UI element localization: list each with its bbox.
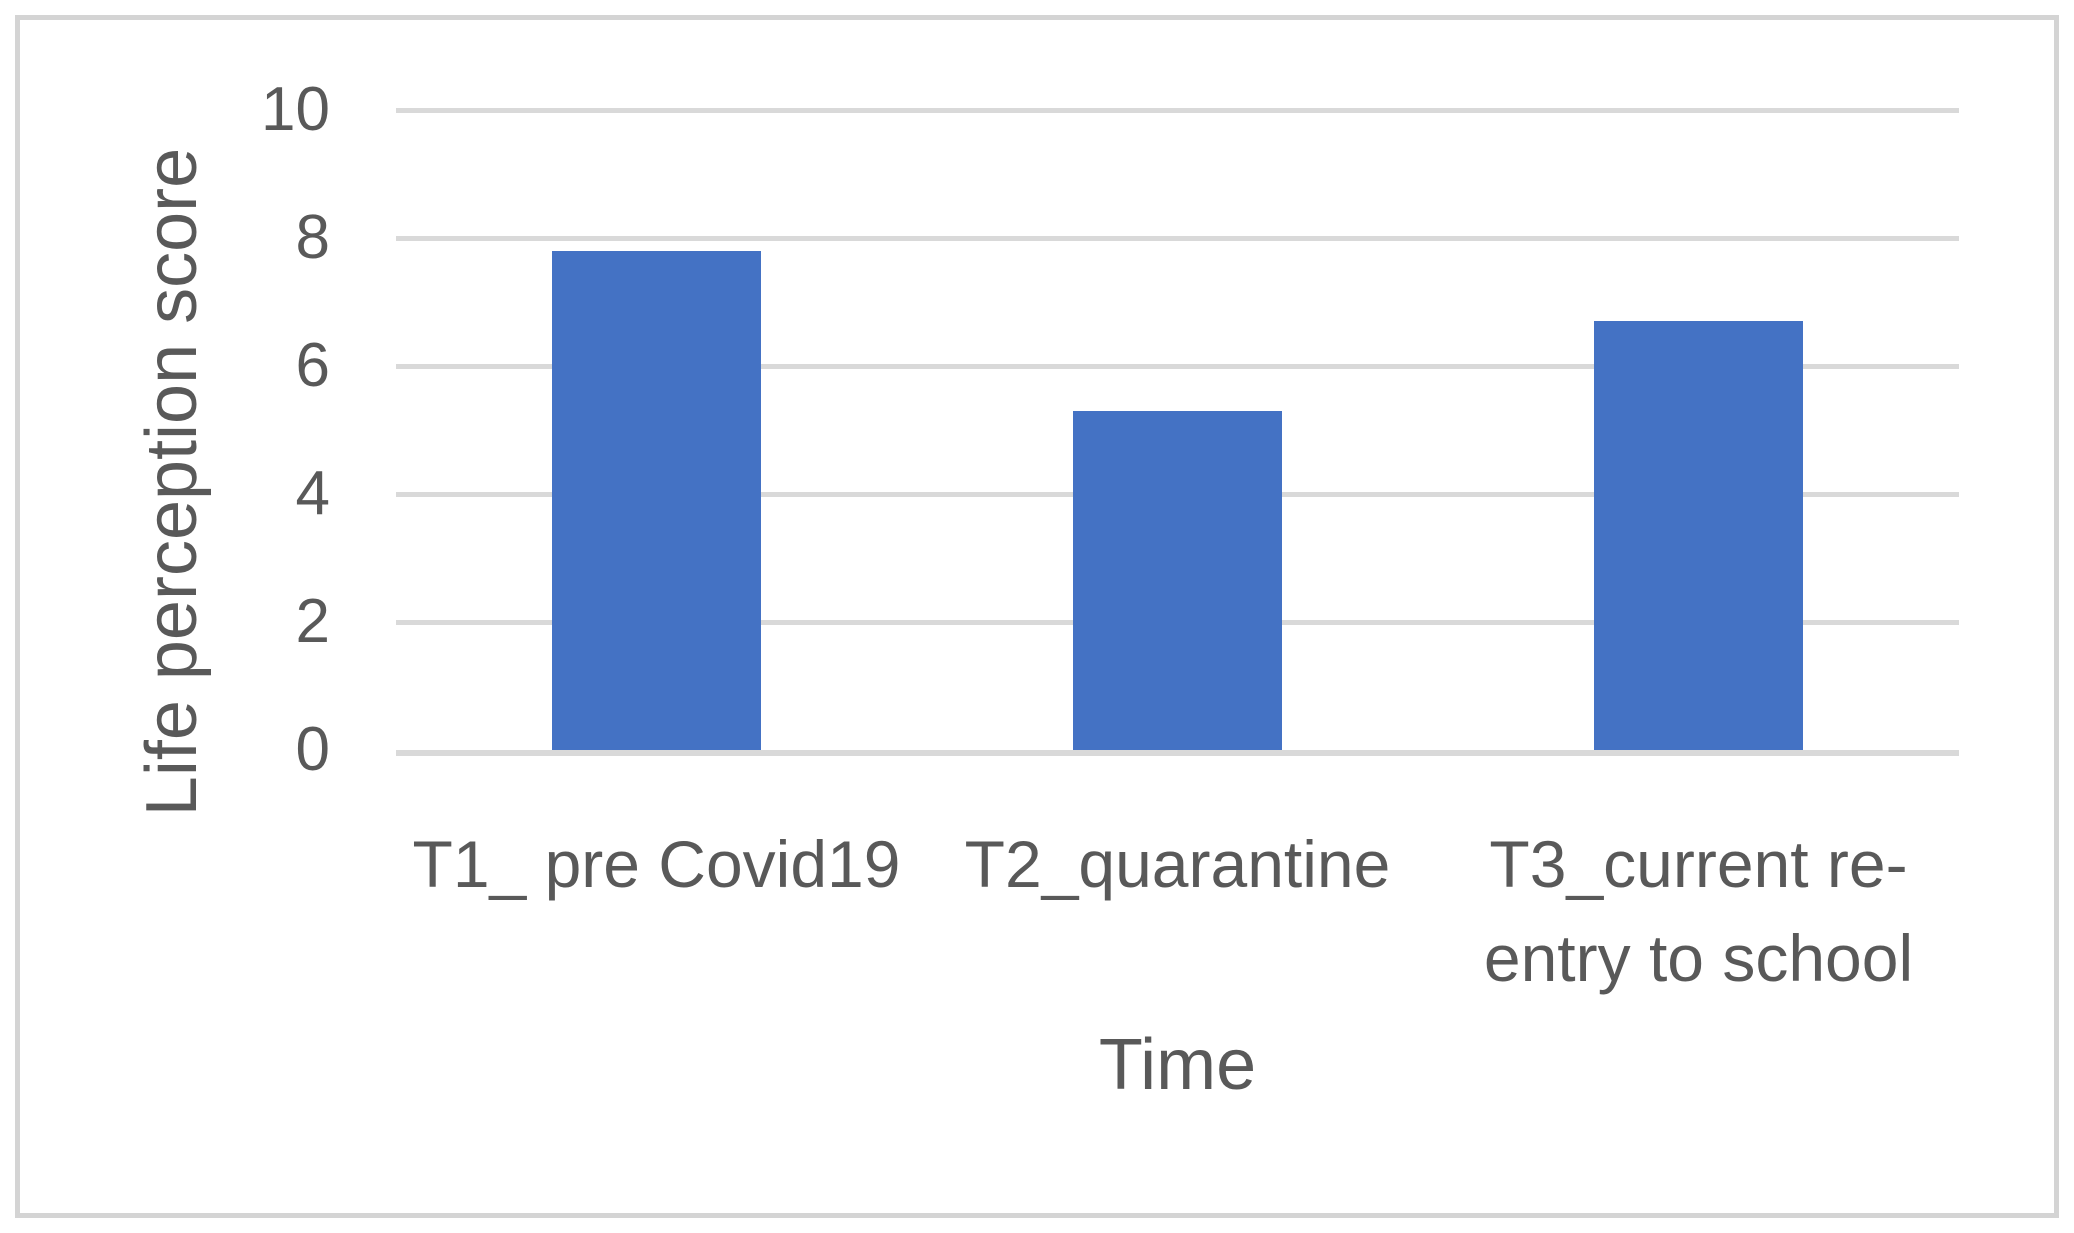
x-axis-line [396,750,1959,756]
x-axis-category-labels: T1_ pre Covid19 T2_quarantine T3_current r… [396,818,1959,1005]
y-tick-label: 4 [295,459,330,528]
y-tick-label: 8 [295,203,330,272]
plot-area [396,108,1959,756]
bar [1594,321,1803,750]
y-tick-label: 0 [295,715,330,784]
gridline [396,364,1959,369]
x-category-label: T2_quarantine [964,827,1391,901]
y-tick-label: 2 [295,587,330,656]
bars [396,110,1959,750]
gridline [396,236,1959,241]
bar [552,250,761,750]
x-category-label: T3_current re-entry to school [1483,827,1914,995]
x-category-label: T1_ pre Covid19 [412,827,901,901]
y-tick-label: 6 [295,331,330,400]
bar [1073,410,1282,750]
x-axis-title: Time [1098,1025,1257,1105]
gridline [396,108,1959,113]
y-tick-label: 10 [261,75,330,144]
